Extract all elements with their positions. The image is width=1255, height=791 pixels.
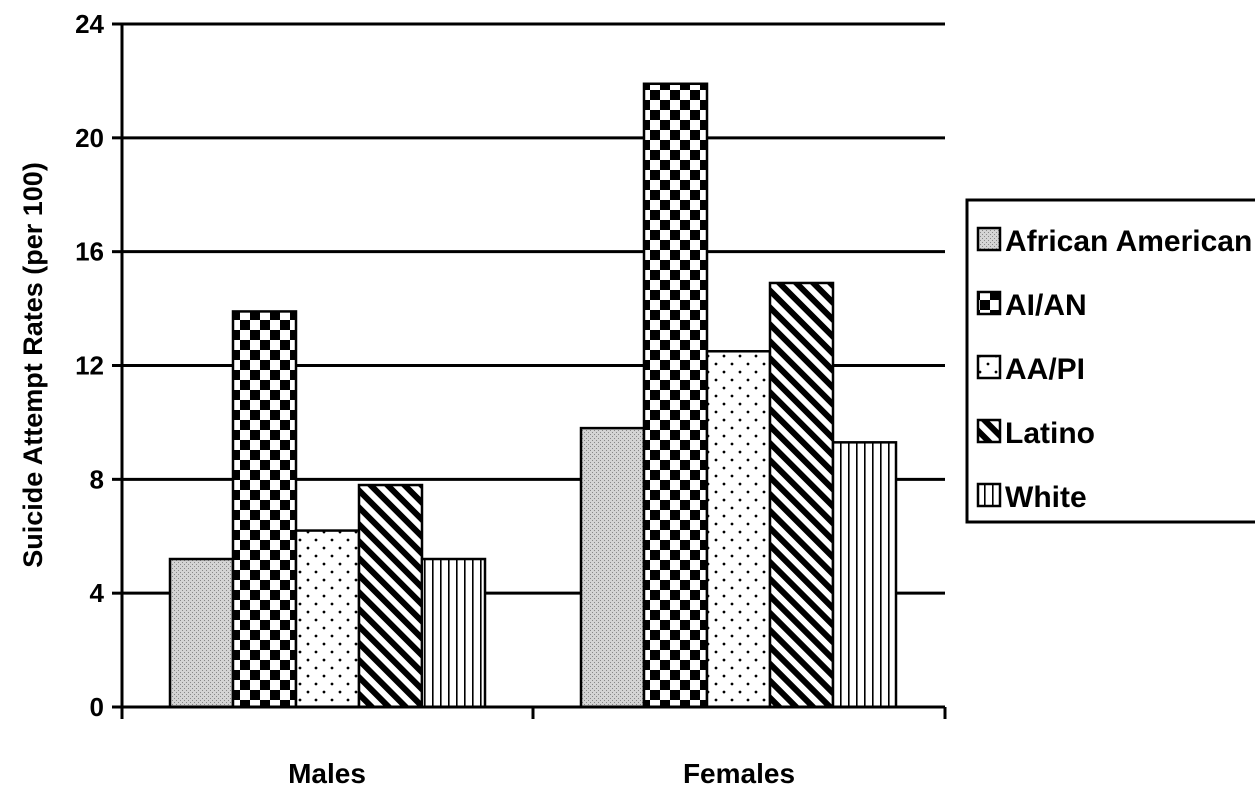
y-tick-label: 4 bbox=[90, 578, 105, 608]
y-axis-title: Suicide Attempt Rates (per 100) bbox=[18, 162, 48, 568]
legend-label: White bbox=[1005, 481, 1087, 514]
legend-swatch bbox=[976, 290, 1002, 316]
legend-swatch bbox=[976, 482, 1002, 508]
y-tick-label: 20 bbox=[75, 123, 104, 153]
y-tick-label: 8 bbox=[90, 464, 104, 494]
y-tick-label: 24 bbox=[75, 9, 104, 39]
legend-label: AI/AN bbox=[1005, 289, 1087, 322]
bar-white-females bbox=[831, 441, 898, 709]
axes bbox=[112, 22, 947, 719]
legend-label: Latino bbox=[1005, 417, 1095, 450]
legend-swatch bbox=[976, 226, 1002, 252]
bar-ai-an-males bbox=[231, 310, 298, 709]
legend-swatch bbox=[976, 418, 1002, 444]
bar-white-males bbox=[420, 557, 487, 709]
y-tick-label: 12 bbox=[75, 351, 104, 381]
bar-african-american-males bbox=[168, 557, 235, 709]
bars bbox=[168, 82, 898, 709]
legend-swatch bbox=[976, 354, 1002, 380]
bar-african-american-females bbox=[579, 426, 646, 709]
x-category-label: Males bbox=[288, 758, 366, 789]
y-tick-label: 16 bbox=[75, 237, 104, 267]
legend: African American AI/AN AA/PI Latino White bbox=[965, 198, 1255, 524]
bar-aa-pi-males bbox=[294, 529, 361, 709]
bar-latino-females bbox=[768, 281, 835, 709]
bar-latino-males bbox=[357, 483, 424, 709]
y-tick-labels: 0 4 8 12 16 20 24 bbox=[75, 9, 104, 722]
bar-ai-an-females bbox=[642, 82, 709, 709]
x-category-labels: Males Females bbox=[288, 758, 795, 789]
legend-label: African American bbox=[1005, 225, 1252, 258]
legend-label: AA/PI bbox=[1005, 353, 1085, 386]
x-category-label: Females bbox=[683, 758, 795, 789]
y-tick-label: 0 bbox=[90, 692, 104, 722]
bar-aa-pi-females bbox=[705, 350, 772, 709]
legend-box bbox=[965, 198, 1255, 524]
